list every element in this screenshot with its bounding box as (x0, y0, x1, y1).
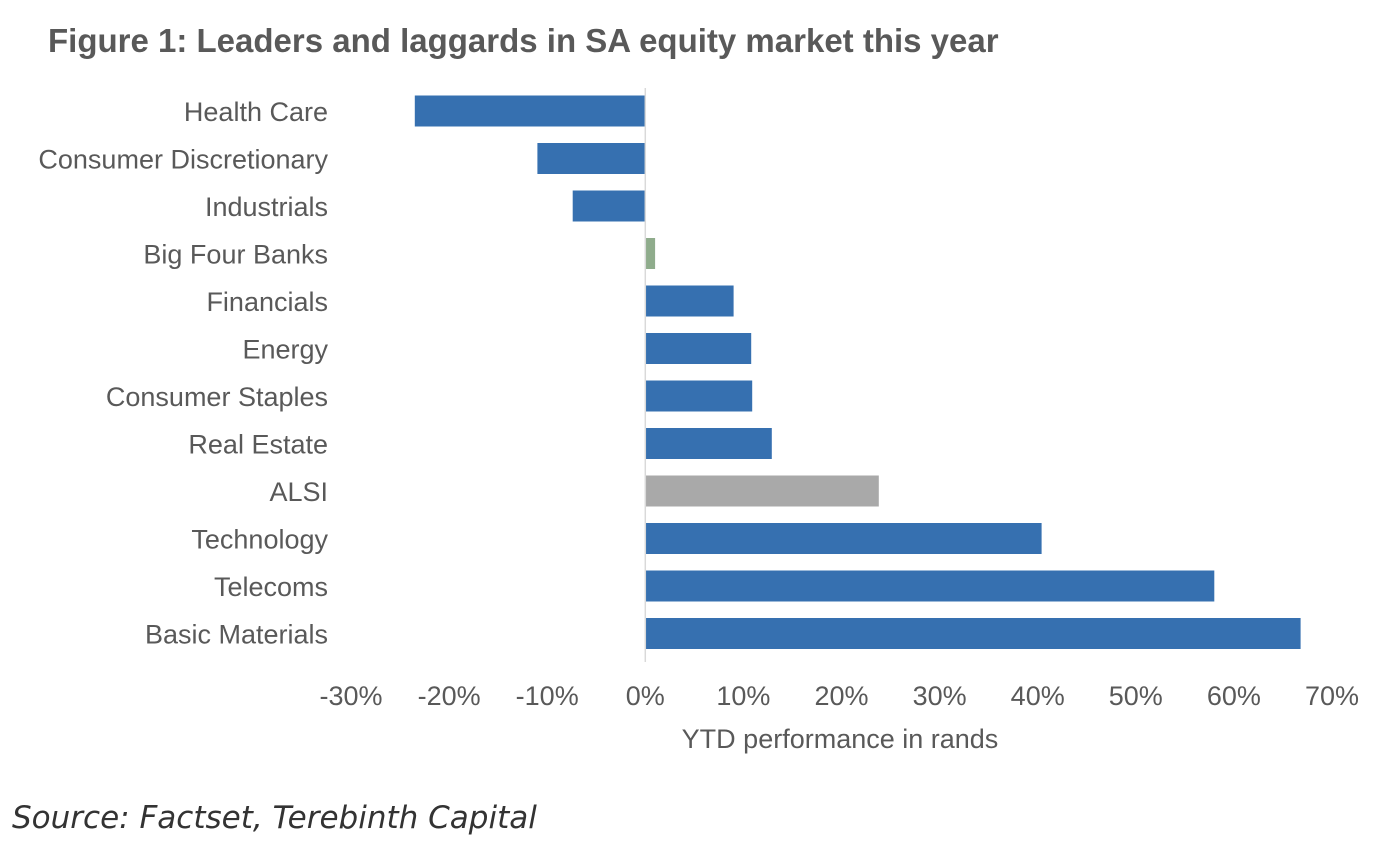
bar-financials (645, 285, 734, 317)
category-labels: Health Care Consumer Discretionary Industr… (38, 97, 328, 650)
bar-telecoms (645, 570, 1215, 602)
category-label: Health Care (184, 97, 328, 127)
x-tick-label: -10% (516, 681, 579, 711)
x-tick-label: 60% (1207, 681, 1261, 711)
x-tick-label: 30% (913, 681, 967, 711)
bar-basic-materials (645, 618, 1301, 649)
x-tick-label: 70% (1305, 681, 1359, 711)
bar-alsi (645, 475, 879, 507)
bar-real-estate (645, 428, 772, 459)
bar-chart: Health Care Consumer Discretionary Industr… (38, 88, 1359, 754)
category-label: Consumer Discretionary (38, 145, 328, 175)
bars-layer (414, 95, 1301, 649)
x-tick-label: 10% (716, 681, 770, 711)
x-tick-label: 50% (1109, 681, 1163, 711)
x-tick-label: 20% (814, 681, 868, 711)
bar-health-care (414, 95, 646, 127)
category-label: ALSI (269, 477, 328, 507)
category-label: Financials (206, 287, 328, 317)
x-tick-label: -20% (418, 681, 481, 711)
category-label: Industrials (205, 192, 328, 222)
category-label: Technology (191, 525, 328, 555)
category-label: Basic Materials (145, 620, 328, 650)
bar-technology (645, 523, 1042, 554)
bar-consumer-discretionary (537, 143, 646, 174)
category-label: Consumer Staples (106, 382, 328, 412)
x-tick-label: -30% (319, 681, 382, 711)
source-note: Source: Factset, Terebinth Capital (12, 800, 537, 836)
bar-big-four-banks (645, 238, 656, 269)
bar-industrials (572, 190, 646, 222)
category-label: Real Estate (188, 430, 328, 460)
bar-energy (645, 333, 752, 364)
category-label: Big Four Banks (143, 240, 328, 270)
bar-consumer-staples (645, 380, 753, 412)
chart-title: Figure 1: Leaders and laggards in SA equ… (48, 22, 999, 59)
category-label: Energy (242, 335, 328, 365)
x-axis-title: YTD performance in rands (682, 724, 999, 754)
x-tick-label: 40% (1011, 681, 1065, 711)
x-tick-labels: -30% -20% -10% 0% 10% 20% 30% 40% 50% 60% 70% (319, 681, 1359, 711)
x-tick-label: 0% (626, 681, 665, 711)
category-label: Telecoms (214, 572, 328, 602)
